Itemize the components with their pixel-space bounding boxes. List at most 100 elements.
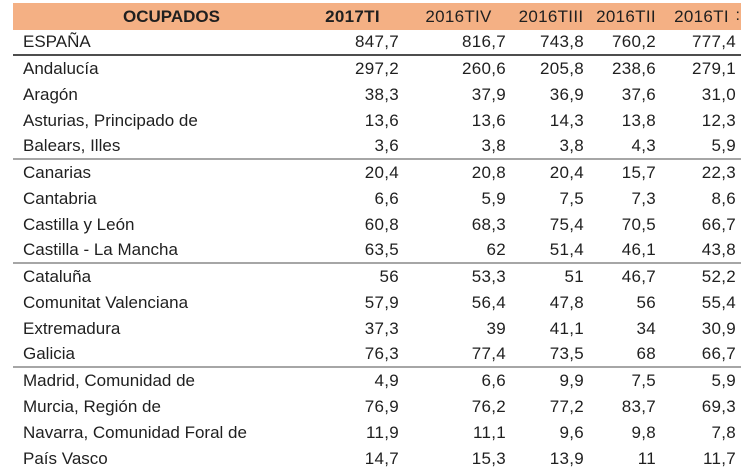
value-cell[interactable]: 3,8	[559, 136, 584, 155]
column-header[interactable]: 2016TI	[674, 6, 729, 26]
value-cell[interactable]: 5,9	[711, 136, 736, 155]
value-cell[interactable]: 279,1	[691, 59, 736, 78]
value-cell[interactable]: 41,1	[549, 319, 584, 338]
value-cell[interactable]: 777,4	[691, 32, 736, 51]
value-cell[interactable]: 38,3	[364, 85, 399, 104]
region-cell[interactable]: País Vasco	[23, 449, 108, 468]
value-cell[interactable]: 56	[379, 267, 399, 286]
value-cell[interactable]: 260,6	[461, 59, 506, 78]
value-cell[interactable]: 15,3	[471, 449, 506, 468]
value-cell[interactable]: 37,6	[621, 85, 656, 104]
value-cell[interactable]: 83,7	[621, 397, 656, 416]
value-cell[interactable]: 14,7	[364, 449, 399, 468]
region-cell[interactable]: Castilla y León	[23, 215, 135, 234]
region-cell[interactable]: Madrid, Comunidad de	[23, 371, 195, 390]
value-cell[interactable]: 4,9	[374, 371, 399, 390]
region-cell[interactable]: Galicia	[23, 344, 75, 363]
value-cell[interactable]: 9,8	[631, 423, 656, 442]
value-cell[interactable]: 14,3	[549, 111, 584, 130]
column-header[interactable]: 2016TIV	[425, 6, 492, 26]
value-cell[interactable]: 20,4	[549, 163, 584, 182]
value-cell[interactable]: 13,9	[549, 449, 584, 468]
value-cell[interactable]: 51,4	[549, 240, 584, 259]
value-cell[interactable]: 11,1	[472, 423, 506, 442]
value-cell[interactable]: 30,9	[701, 319, 736, 338]
region-cell[interactable]: Castilla - La Mancha	[23, 240, 178, 259]
value-cell[interactable]: 56	[636, 293, 656, 312]
region-cell[interactable]: Extremadura	[23, 319, 121, 338]
value-cell[interactable]: 6,6	[481, 371, 506, 390]
value-cell[interactable]: 51	[564, 267, 584, 286]
value-cell[interactable]: 760,2	[611, 32, 656, 51]
region-cell[interactable]: Cantabria	[23, 189, 97, 208]
region-cell[interactable]: Balears, Illes	[23, 136, 121, 155]
region-cell[interactable]: Comunitat Valenciana	[23, 293, 189, 312]
value-cell[interactable]: 205,8	[539, 59, 584, 78]
value-cell[interactable]: 20,8	[471, 163, 506, 182]
value-cell[interactable]: 68,3	[471, 215, 506, 234]
value-cell[interactable]: 743,8	[539, 32, 584, 51]
value-cell[interactable]: 66,7	[701, 344, 736, 363]
value-cell[interactable]: 47,8	[549, 293, 584, 312]
value-cell[interactable]: 816,7	[461, 32, 506, 51]
value-cell[interactable]: 7,5	[559, 189, 584, 208]
region-cell[interactable]: ESPAÑA	[23, 32, 91, 51]
value-cell[interactable]: 297,2	[354, 59, 399, 78]
value-cell[interactable]: 9,9	[559, 371, 584, 390]
value-cell[interactable]: 238,6	[611, 59, 656, 78]
value-cell[interactable]: 70,5	[621, 215, 656, 234]
value-cell[interactable]: 66,7	[701, 215, 736, 234]
region-cell[interactable]: Asturias, Principado de	[23, 111, 198, 130]
value-cell[interactable]: 3,6	[374, 136, 399, 155]
value-cell[interactable]: 12,3	[701, 111, 736, 130]
region-cell[interactable]: Murcia, Región de	[23, 397, 161, 416]
value-cell[interactable]: 34	[636, 319, 656, 338]
value-cell[interactable]: 5,9	[481, 189, 506, 208]
value-cell[interactable]: 11,7	[702, 449, 736, 468]
value-cell[interactable]: 31,0	[701, 85, 736, 104]
region-cell[interactable]: Navarra, Comunidad Foral de	[23, 423, 247, 442]
value-cell[interactable]: 13,6	[364, 111, 399, 130]
region-cell[interactable]: Aragón	[23, 85, 78, 104]
value-cell[interactable]: 46,1	[621, 240, 656, 259]
value-cell[interactable]: 3,8	[481, 136, 506, 155]
value-cell[interactable]: 36,9	[549, 85, 584, 104]
value-cell[interactable]: 7,5	[631, 371, 656, 390]
value-cell[interactable]: 75,4	[549, 215, 584, 234]
value-cell[interactable]: 20,4	[364, 163, 399, 182]
value-cell[interactable]: 847,7	[354, 32, 399, 51]
value-cell[interactable]: 77,2	[549, 397, 584, 416]
value-cell[interactable]: 37,3	[364, 319, 399, 338]
value-cell[interactable]: 9,6	[559, 423, 584, 442]
value-cell[interactable]: 57,9	[364, 293, 399, 312]
value-cell[interactable]: 52,2	[701, 267, 736, 286]
region-cell[interactable]: Andalucía	[23, 59, 99, 78]
value-cell[interactable]: 77,4	[471, 344, 506, 363]
value-cell[interactable]: 13,8	[621, 111, 656, 130]
value-cell[interactable]: 37,9	[471, 85, 506, 104]
value-cell[interactable]: 8,6	[711, 189, 736, 208]
value-cell[interactable]: 39	[486, 319, 506, 338]
value-cell[interactable]: 62	[486, 240, 506, 259]
value-cell[interactable]: 76,2	[471, 397, 506, 416]
value-cell[interactable]: 15,7	[621, 163, 656, 182]
value-cell[interactable]: 55,4	[701, 293, 736, 312]
value-cell[interactable]: 73,5	[549, 344, 584, 363]
value-cell[interactable]: 4,3	[631, 136, 656, 155]
value-cell[interactable]: 13,6	[471, 111, 506, 130]
value-cell[interactable]: 7,3	[631, 189, 656, 208]
value-cell[interactable]: 53,3	[471, 267, 506, 286]
value-cell[interactable]: 69,3	[701, 397, 736, 416]
value-cell[interactable]: 6,6	[374, 189, 399, 208]
column-header[interactable]: 2017TI	[325, 6, 380, 26]
value-cell[interactable]: 22,3	[701, 163, 736, 182]
value-cell[interactable]: 76,9	[364, 397, 399, 416]
region-cell[interactable]: Canarias	[23, 163, 92, 182]
value-cell[interactable]: 76,3	[364, 344, 399, 363]
column-header[interactable]: 2016TII	[596, 6, 656, 26]
column-header[interactable]: 2016TIII	[518, 6, 584, 26]
value-cell[interactable]: 56,4	[471, 293, 506, 312]
value-cell[interactable]: 5,9	[711, 371, 736, 390]
region-cell[interactable]: Cataluña	[23, 267, 92, 286]
value-cell[interactable]: 68	[636, 344, 656, 363]
